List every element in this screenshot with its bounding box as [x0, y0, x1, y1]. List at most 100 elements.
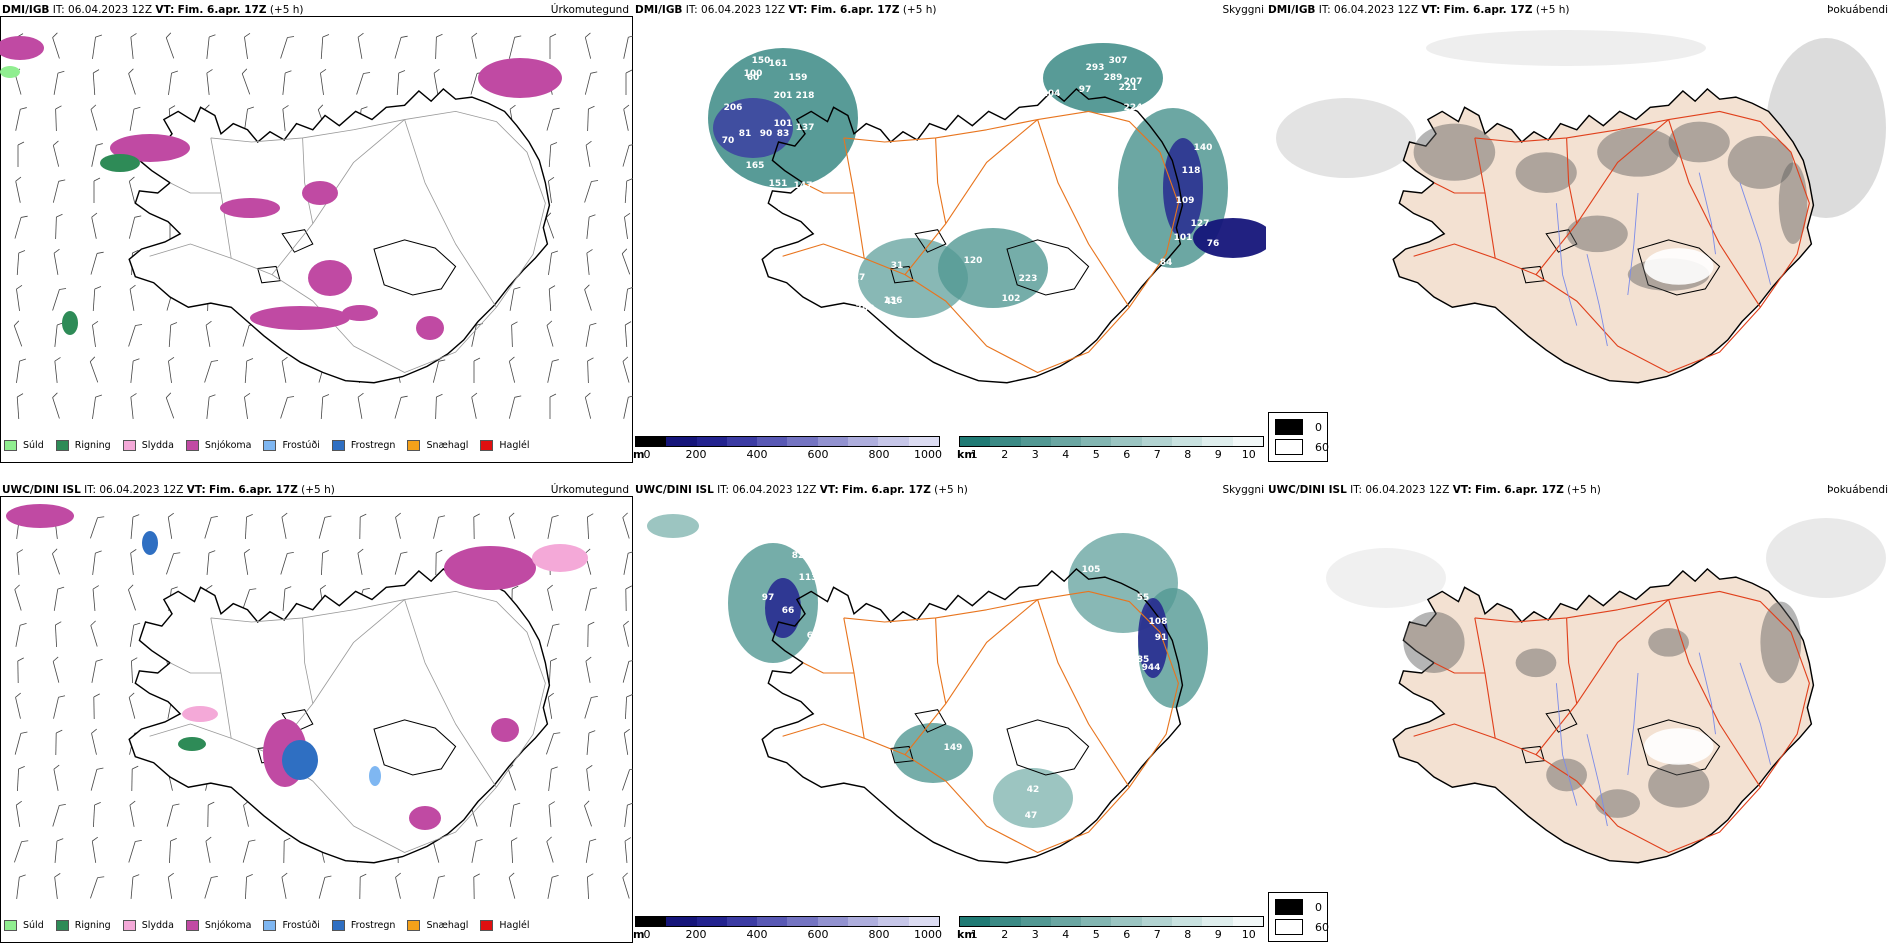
- wind-barb: [52, 656, 60, 683]
- colorbar-segment: [1111, 917, 1142, 926]
- wind-barb: [204, 875, 218, 899]
- barb-staff: [167, 517, 173, 539]
- colorbar-tick: 6: [1123, 928, 1131, 941]
- barb-flag: [133, 106, 141, 110]
- barb-staff: [53, 73, 59, 95]
- wind-barb: [622, 512, 630, 539]
- colorbar-tick: 3: [1031, 928, 1039, 941]
- barb-flag: [584, 800, 590, 806]
- wind-barb: [471, 32, 478, 59]
- barb-staff: [621, 253, 631, 275]
- wind-barb: [207, 801, 215, 828]
- wind-barb: [622, 872, 630, 899]
- barb-staff: [357, 553, 363, 575]
- barb-staff: [623, 37, 629, 59]
- barb-flag: [168, 356, 175, 362]
- precip-legend-item: Frostúði: [263, 920, 320, 931]
- barb-staff: [242, 589, 250, 611]
- wind-barb: [243, 548, 250, 575]
- iceland-coastline: [1392, 567, 1815, 864]
- barb-flag: [52, 392, 58, 398]
- barb-flag: [587, 357, 594, 362]
- barb-flag: [626, 178, 633, 182]
- wind-barb: [16, 549, 23, 575]
- barb-flag: [132, 249, 139, 254]
- barb-staff: [622, 361, 630, 383]
- barb-staff: [622, 769, 630, 791]
- barb-staff: [394, 553, 402, 575]
- barb-flag: [436, 549, 443, 554]
- colorbar-tick: 1: [970, 928, 978, 941]
- snow-area: [409, 806, 441, 830]
- cloud-height-label: 346: [879, 225, 898, 235]
- barb-flag: [357, 392, 364, 398]
- barb-flag: [627, 286, 633, 290]
- wind-barb: [130, 33, 137, 59]
- barb-staff: [282, 589, 286, 611]
- height-colorbar: 0 200 400 600 800 1000 m: [633, 916, 943, 941]
- barb-flag: [52, 548, 58, 554]
- barb-staff: [509, 289, 515, 311]
- precip-map: [6, 504, 633, 900]
- wind-barb: [93, 177, 101, 203]
- fog-indicator-spot: [1668, 121, 1730, 163]
- barb-staff: [128, 589, 136, 611]
- wind-barb: [549, 657, 557, 684]
- colorbar-tick: 600: [807, 928, 829, 941]
- height-colorbar: 0 200 400 600 800 1000 m: [633, 436, 942, 461]
- wind-barb: [52, 288, 67, 311]
- barb-flag: [549, 393, 557, 398]
- wind-barb: [584, 800, 592, 827]
- panel-header: DMI/IGB IT: 06.04.2023 12Z VT: Fim. 6.ap…: [2, 4, 303, 16]
- colorbar-segment: [1111, 437, 1142, 446]
- barb-flag: [287, 551, 294, 554]
- barb-flag: [132, 765, 139, 770]
- glacier-outline: [914, 709, 947, 733]
- barb-flag: [587, 873, 594, 878]
- wind-barb: [93, 693, 100, 720]
- barb-staff: [622, 145, 630, 167]
- wind-barb: [357, 392, 364, 419]
- wind-barb: [585, 838, 597, 863]
- road-line: [802, 182, 854, 194]
- fog-swatch-0: [1275, 419, 1303, 435]
- wind-barb: [435, 393, 443, 420]
- height-colorbar-strip: [635, 436, 940, 447]
- barb-flag: [18, 765, 25, 770]
- barb-staff: [471, 37, 477, 59]
- colorbar-tick: 7: [1153, 928, 1161, 941]
- panel-header: UWC/DINI ISL IT: 06.04.2023 12Z VT: Fim.…: [1268, 484, 1601, 496]
- barb-staff: [129, 109, 135, 131]
- vt-label: VT:: [788, 4, 808, 16]
- it-value: 06.04.2023 12Z: [99, 484, 184, 496]
- barb-flag: [14, 584, 20, 590]
- barb-flag: [92, 585, 99, 590]
- height-colorbar-unit: m: [633, 928, 645, 941]
- wind-barb: [584, 284, 592, 311]
- barb-staff: [129, 625, 135, 647]
- barb-staff: [623, 109, 629, 131]
- wind-barb: [281, 872, 288, 899]
- height-colorbar-ticks: 0 200 400 600 800 1000: [635, 927, 943, 941]
- wind-barb: [548, 801, 555, 827]
- colorbar-segment: [990, 917, 1021, 926]
- barb-staff: [52, 289, 60, 311]
- barb-staff: [16, 361, 20, 383]
- wind-barb: [52, 803, 66, 827]
- wind-barb: [395, 512, 401, 539]
- barb-flag: [281, 872, 288, 878]
- barb-flag: [588, 105, 595, 110]
- iceland-group: [761, 87, 1184, 384]
- colorbar-tick: 9: [1214, 928, 1222, 941]
- river-line: [1555, 683, 1578, 806]
- vt-value: Fim. 6.apr. 17Z: [209, 484, 298, 496]
- barb-staff: [53, 769, 59, 791]
- wind-barb: [242, 588, 257, 611]
- wind-barb: [357, 32, 364, 59]
- barb-staff: [587, 360, 589, 384]
- precip-legend-label: Slydda: [141, 440, 174, 451]
- wind-barb: [585, 656, 592, 683]
- vt-label: VT:: [186, 484, 206, 496]
- cloud-height-label: 66: [782, 606, 795, 616]
- fog-swatch-60: [1275, 919, 1303, 935]
